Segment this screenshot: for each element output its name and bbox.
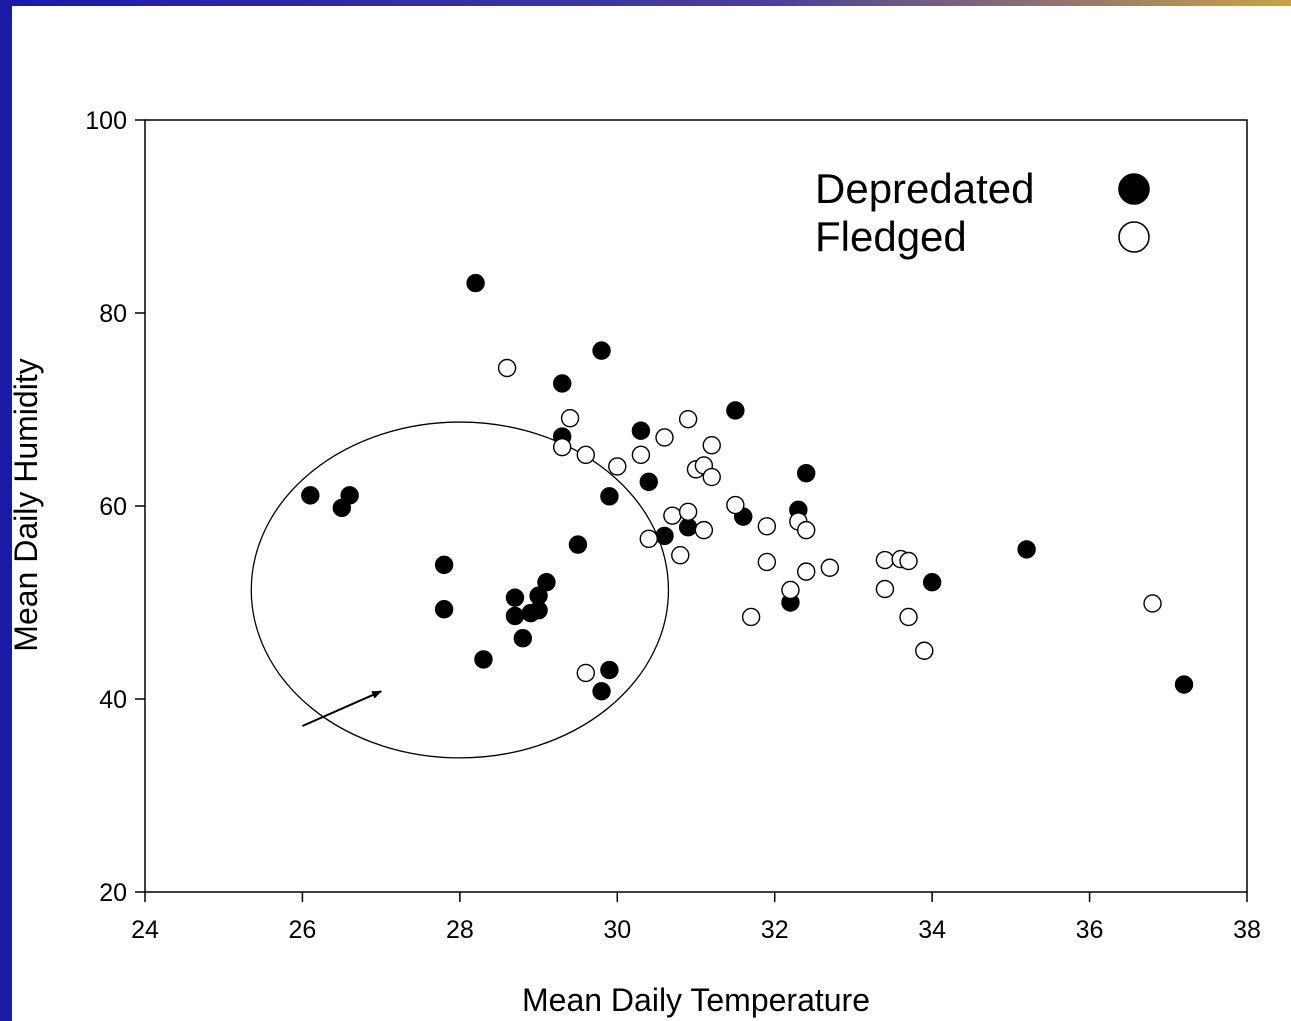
legend-marker-depredated [1118, 173, 1150, 205]
y-tick-label: 100 [85, 107, 127, 135]
depredated-point [1174, 675, 1194, 694]
fledged-point [781, 580, 800, 600]
depredated-point [537, 573, 556, 592]
fledged-point [1143, 594, 1162, 613]
x-tick-label: 38 [1233, 916, 1261, 944]
fledged-point [899, 607, 918, 627]
x-tick-label: 24 [131, 916, 159, 944]
depredated-point [592, 341, 611, 360]
y-tick-label: 60 [99, 493, 127, 521]
depredated-point [466, 273, 485, 293]
legend-label-fledged: Fledged [815, 213, 967, 260]
fledged-point [741, 607, 761, 627]
top-color-band [0, 0, 1291, 6]
fledged-point [608, 457, 627, 476]
fledged-point [663, 506, 682, 525]
fledged-point [576, 663, 595, 683]
fledged-point [560, 408, 580, 428]
depredated-point [434, 555, 454, 575]
depredated-point [552, 374, 572, 393]
fledged-point [875, 579, 895, 599]
y-axis-title: Mean Daily Humidity [8, 358, 44, 651]
y-tick-label: 80 [99, 300, 127, 328]
fledged-point [757, 517, 777, 536]
legend-label-depredated: Depredated [815, 165, 1035, 212]
depredated-point [513, 629, 533, 648]
fledged-point [678, 409, 698, 429]
fledged-point [678, 502, 698, 521]
fledged-point [702, 467, 721, 487]
highlight-ellipse [250, 421, 670, 759]
fledged-point [797, 562, 816, 581]
fledged-point [655, 428, 674, 447]
slide-background [12, 6, 1291, 1021]
depredated-point [655, 526, 674, 546]
fledged-point [797, 520, 816, 540]
depredated-point [600, 487, 619, 506]
fledged-point [552, 437, 572, 457]
x-tick-label: 30 [603, 916, 631, 944]
depredated-point [797, 463, 816, 483]
depredated-point [639, 472, 658, 492]
depredated-point [340, 486, 359, 505]
depredated-point [568, 535, 588, 554]
depredated-point [600, 660, 619, 680]
x-tick-label: 36 [1076, 916, 1104, 944]
depredated-point [726, 401, 745, 420]
plot-frame [144, 119, 1248, 893]
depredated-point [301, 486, 320, 505]
depredated-point [505, 588, 525, 607]
fledged-point [726, 495, 745, 515]
x-tick-label: 34 [918, 916, 946, 944]
depredated-point [922, 573, 942, 592]
depredated-point [434, 600, 454, 619]
fledged-point [757, 552, 777, 572]
depredated-point [678, 518, 698, 537]
fledged-point [694, 520, 714, 540]
x-tick-label: 28 [446, 916, 474, 944]
fledged-point [899, 551, 918, 571]
depredated-point [631, 421, 651, 440]
fledged-point [631, 445, 651, 465]
x-tick-label: 26 [289, 916, 317, 944]
depredated-point [592, 682, 611, 701]
depredated-point [1017, 540, 1036, 559]
annotation-arrow [302, 690, 383, 727]
y-tick-label: 20 [99, 879, 127, 907]
fledged-point [875, 550, 895, 570]
x-tick-label: 32 [761, 916, 789, 944]
depredated-point [505, 606, 525, 626]
depredated-point [529, 586, 548, 605]
fledged-point [671, 546, 690, 565]
depredated-point [474, 650, 493, 669]
fledged-point [702, 436, 721, 455]
fledged-point [576, 445, 595, 465]
fledged-point [497, 358, 517, 378]
legend-marker-fledged [1118, 221, 1150, 253]
fledged-point [915, 641, 934, 660]
fledged-point [639, 529, 658, 549]
x-axis-title: Mean Daily Temperature [522, 982, 870, 1018]
y-tick-label: 40 [99, 686, 127, 714]
fledged-point [820, 558, 840, 577]
